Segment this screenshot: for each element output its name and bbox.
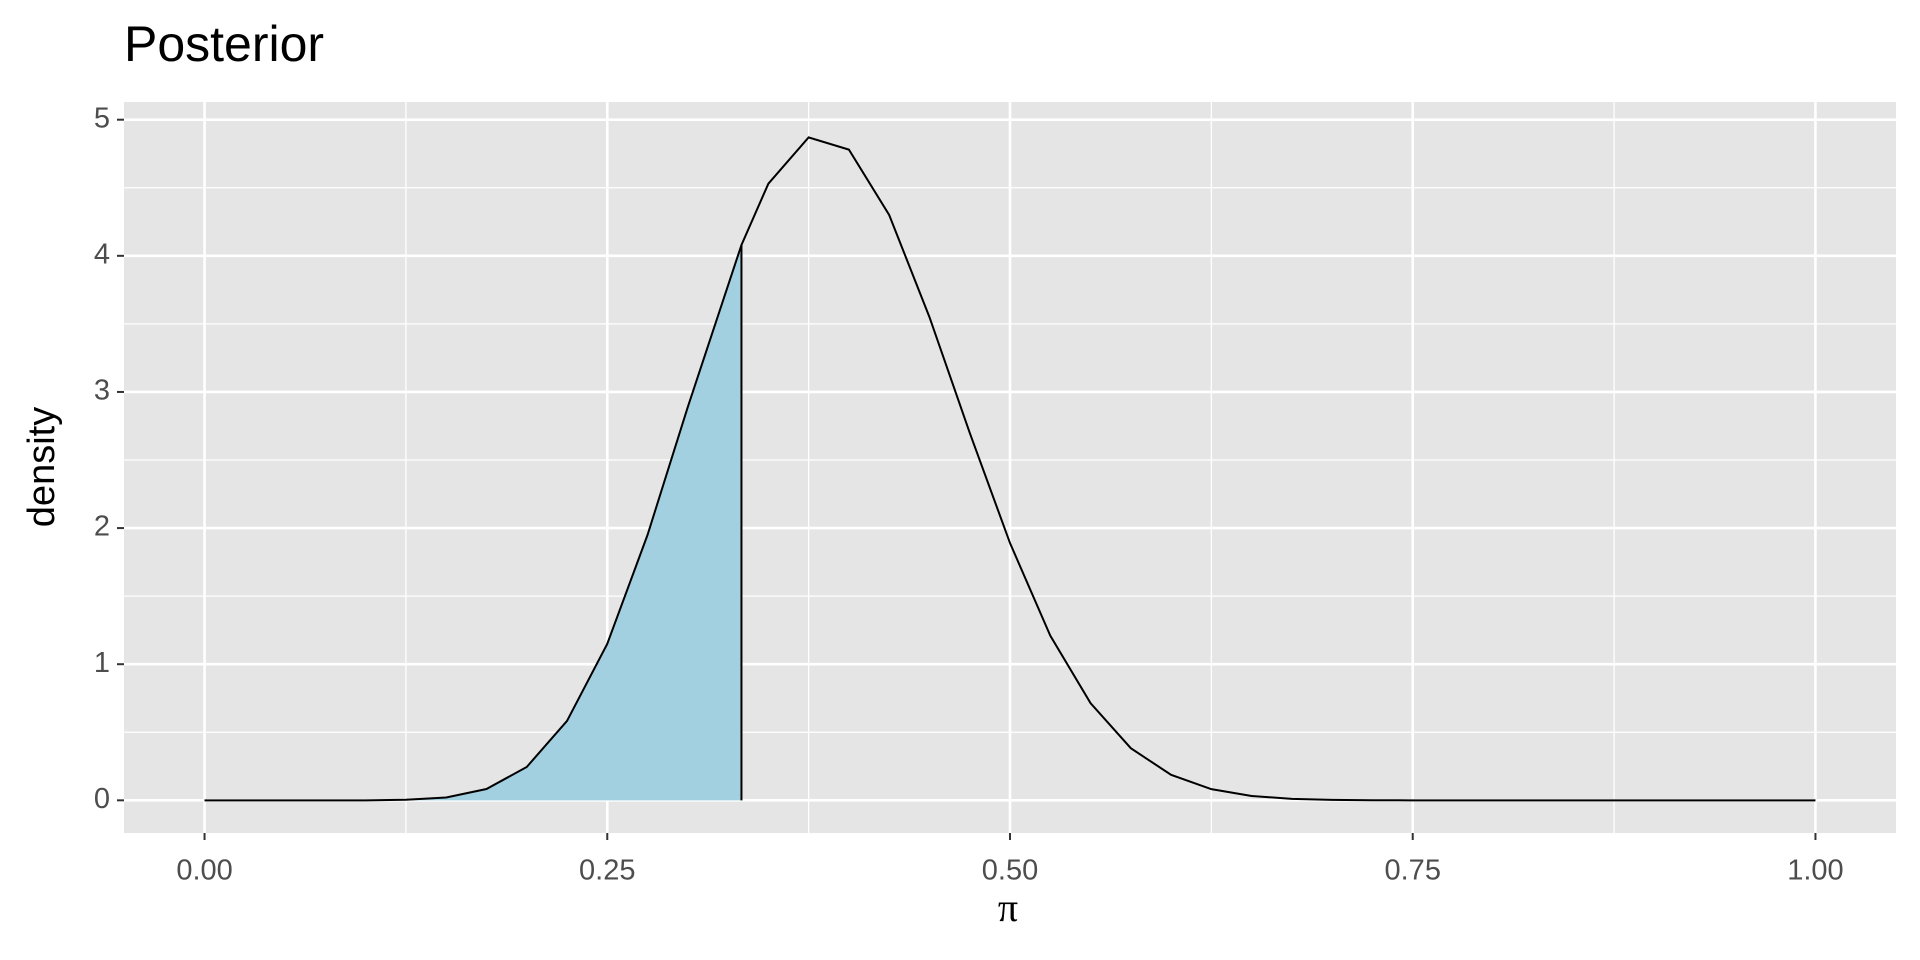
y-tick-label: 4 [94,238,110,270]
y-tick-label: 3 [94,375,110,407]
x-tick-label: 0.25 [579,855,635,887]
x-tick-label: 0.50 [982,855,1038,887]
x-axis-title: π [998,885,1018,930]
chart-title: Posterior [124,16,324,72]
y-tick-label: 5 [94,102,110,134]
x-tick-label: 1.00 [1787,855,1843,887]
y-axis-title: density [21,407,63,527]
y-tick-label: 2 [94,511,110,543]
x-tick-label: 0.75 [1385,855,1441,887]
x-tick-label: 0.00 [176,855,232,887]
shaded-area [204,244,742,801]
y-tick-label: 0 [94,783,110,815]
density-line [204,136,1816,802]
y-tick-label: 1 [94,647,110,679]
